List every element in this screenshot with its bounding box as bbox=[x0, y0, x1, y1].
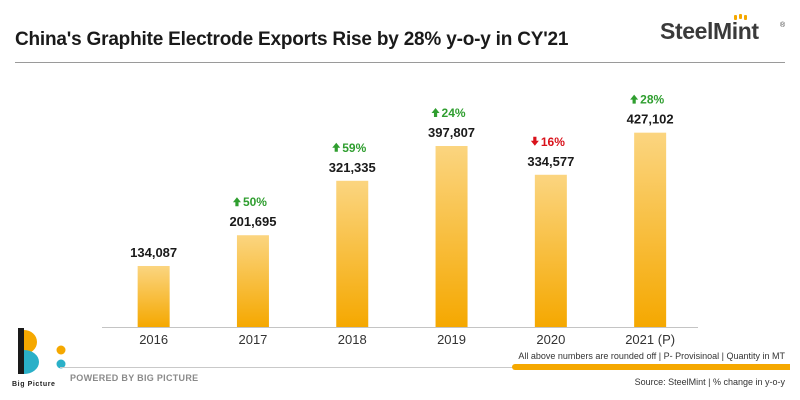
arrow-up-icon-2021 (P) bbox=[630, 94, 639, 104]
x-tick-2018: 2018 bbox=[338, 332, 367, 347]
brand-dots-icon bbox=[734, 14, 747, 20]
big-picture-logo-icon bbox=[18, 328, 66, 374]
bar-2020 bbox=[534, 174, 567, 327]
bar-2021 (P) bbox=[634, 132, 667, 327]
value-label-2016: 134,087 bbox=[130, 245, 177, 260]
value-label-2018: 321,335 bbox=[329, 160, 376, 175]
arrow-down-icon-2020 bbox=[530, 136, 539, 146]
arrow-up-icon-2017 bbox=[232, 197, 241, 207]
x-tick-2020: 2020 bbox=[536, 332, 565, 347]
value-label-2020: 334,577 bbox=[527, 154, 574, 169]
value-label-2019: 397,807 bbox=[428, 125, 475, 140]
x-tick-2019: 2019 bbox=[437, 332, 466, 347]
footnote: All above numbers are rounded off | P- P… bbox=[518, 351, 785, 361]
arrow-up-icon-2018 bbox=[332, 142, 341, 152]
footer-accent-bar bbox=[512, 364, 790, 370]
bar-2018 bbox=[336, 180, 369, 327]
arrow-up-icon-2019 bbox=[431, 107, 440, 117]
yoy-change-2021 (P): 28% bbox=[640, 93, 664, 107]
yoy-change-2018: 59% bbox=[342, 141, 366, 155]
footer-divider bbox=[60, 367, 520, 368]
brand-logo: SteelMint bbox=[660, 18, 759, 44]
x-tick-2017: 2017 bbox=[238, 332, 267, 347]
powered-by-text: POWERED BY BIG PICTURE bbox=[70, 373, 199, 383]
x-tick-2016: 2016 bbox=[139, 332, 168, 347]
bar-2017 bbox=[236, 235, 269, 327]
title-divider bbox=[15, 62, 785, 63]
logo-name: Big Picture bbox=[12, 381, 56, 388]
x-tick-2021 (P): 2021 (P) bbox=[625, 332, 675, 347]
source-text: Source: SteelMint | % change in y-o-y bbox=[634, 377, 785, 387]
chart-title: China's Graphite Electrode Exports Rise … bbox=[15, 29, 569, 50]
value-label-2021 (P): 427,102 bbox=[627, 112, 674, 127]
bar-2016 bbox=[137, 265, 170, 327]
yoy-change-2017: 50% bbox=[243, 195, 267, 209]
yoy-change-2020: 16% bbox=[541, 135, 565, 149]
brand-registered-mark: ® bbox=[780, 22, 786, 29]
bar-2019 bbox=[435, 145, 468, 327]
value-label-2017: 201,695 bbox=[229, 214, 276, 229]
yoy-change-2019: 24% bbox=[442, 106, 466, 120]
